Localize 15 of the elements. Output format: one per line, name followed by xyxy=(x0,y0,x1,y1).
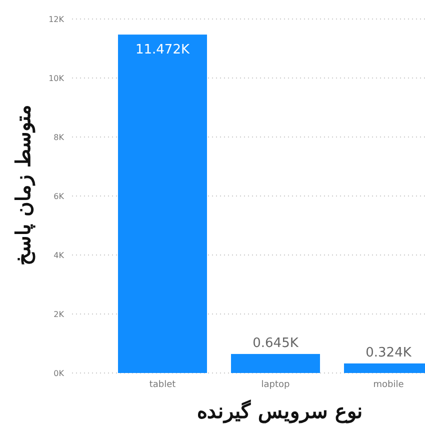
y-tick-label: 0K xyxy=(54,369,65,378)
y-tick-label: 2K xyxy=(54,310,65,319)
y-axis-title: متوسط زمان پاسخ xyxy=(11,104,36,266)
x-axis-title: نوع سرویس گیرنده xyxy=(197,399,363,424)
data-label: 11.472K xyxy=(135,42,190,58)
y-tick-label: 4K xyxy=(54,251,65,260)
y-tick-label: 8K xyxy=(54,133,65,142)
y-tick-label: 10K xyxy=(48,74,65,83)
x-tick-label: mobile xyxy=(373,380,404,390)
data-label: 0.324K xyxy=(366,345,412,360)
y-tick-label: 6K xyxy=(54,192,65,201)
y-tick-label: 12K xyxy=(48,15,65,24)
x-tick-label: tablet xyxy=(149,380,176,390)
x-tick-label: laptop xyxy=(261,380,290,390)
data-label: 0.645K xyxy=(252,336,299,351)
